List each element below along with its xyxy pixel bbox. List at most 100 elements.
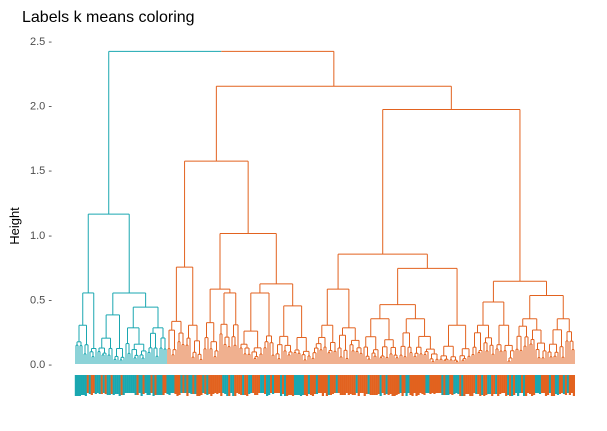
y-tick-label: 0.0 - [30,359,52,371]
leaf-label [491,375,494,396]
leaf-label [335,375,338,393]
leaf-label [443,375,446,395]
leaf-label [345,375,348,393]
leaf-label [461,375,464,396]
leaf-label [453,375,456,394]
leaf-label [421,375,424,394]
leaf-label [208,375,211,394]
leaf-label [118,375,121,396]
leaf-label [214,375,217,393]
leaf-label [297,375,301,395]
leaf-label [106,375,109,395]
leaf-label [483,375,486,396]
leaf-label [98,375,101,394]
leaf-label [469,375,472,396]
y-tick-label: 2.0 - [30,101,52,113]
leaf-label [473,375,476,393]
leaf-label [429,375,432,394]
dendrogram-tree [75,50,575,364]
leaf-label [164,375,167,393]
leaf-label [218,375,221,393]
leaf-label [528,375,532,394]
y-tick-label: 1.5 - [30,165,52,177]
leaf-label [216,375,219,394]
leaf-label [489,375,492,394]
leaf-label [515,375,518,393]
leaf-label [568,375,572,395]
leaf-label [327,375,330,395]
leaf-label [409,375,412,395]
leaf-label [124,375,127,393]
leaf-label [301,375,305,395]
leaf-label [200,375,203,395]
leaf-label [391,375,394,396]
leaf-label [262,375,265,393]
leaf-label [479,375,482,396]
leaf-label [349,375,352,394]
leaf-label [148,375,151,395]
leaf-label [204,375,207,394]
leaf-label [192,375,195,394]
leaf-label [351,375,354,395]
leaf-label [495,375,498,394]
leaf-label [550,375,554,396]
leaf-label [174,375,177,394]
leaf-label [451,375,454,395]
leaf-label [295,375,299,395]
leaf-label [279,375,283,396]
leaf-label [289,375,293,395]
leaf-label [184,375,187,393]
leaf-label [323,375,326,393]
leaf-label [220,375,223,396]
leaf-label [291,375,295,396]
leaf-label [509,375,512,396]
leaf-label [120,375,123,395]
leaf-label [524,375,528,396]
leaf-label [142,375,145,394]
leaf-label [393,375,396,396]
leaf-labels [74,375,576,396]
y-axis-label: Height [7,207,22,245]
leaf-label [566,375,570,393]
leaf-label [275,375,279,393]
leaf-label [369,375,372,395]
leaf-label [530,375,534,396]
leaf-label [385,375,388,394]
leaf-label [536,375,540,393]
leaf-label [116,375,119,394]
leaf-label [138,375,141,393]
leaf-label [248,375,251,394]
leaf-label [325,375,328,396]
leaf-label [417,375,420,395]
leaf-label [401,375,404,396]
leaf-label [546,375,550,395]
leaf-label [128,375,131,393]
leaf-label [313,375,317,394]
leaf-label [562,375,566,394]
leaf-label [206,375,209,395]
leaf-label [439,375,442,393]
leaf-label [433,375,436,394]
leaf-label [250,375,253,393]
leaf-label [283,375,287,396]
leaf-label [423,375,426,395]
leaf-label [172,375,175,393]
y-tick-label: 0.5 - [30,294,52,306]
leaf-label [399,375,402,393]
leaf-label [538,375,542,394]
leaf-label [230,375,233,393]
leaf-label [363,375,366,396]
leaf-label [78,375,81,396]
leaf-label [315,375,319,394]
leaf-label [122,375,125,395]
leaf-label [445,375,448,395]
leaf-label [273,375,277,393]
leaf-label [381,375,384,393]
leaf-label [303,375,307,395]
leaf-label [299,375,303,396]
leaf-label [260,375,263,393]
leaf-label [212,375,215,394]
leaf-label [228,375,231,396]
leaf-label [234,375,237,396]
leaf-label [100,375,103,394]
